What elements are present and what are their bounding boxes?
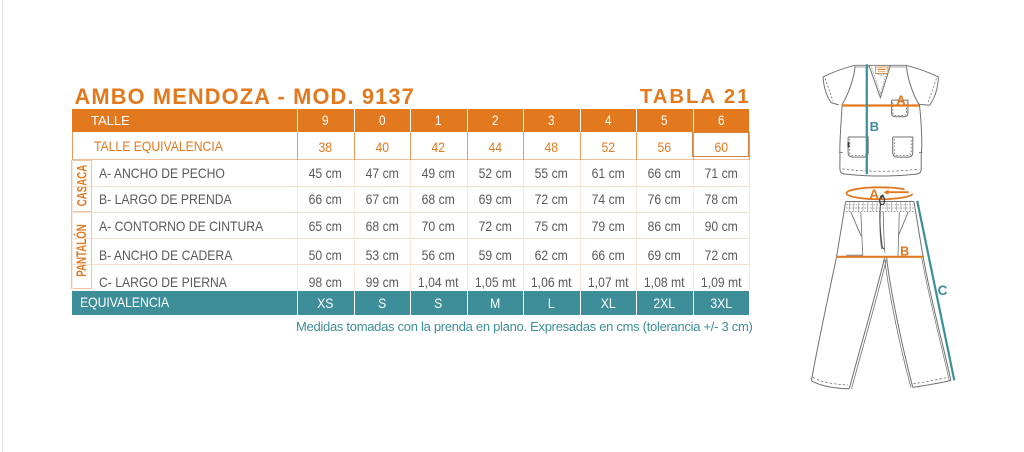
svg-text:B: B — [870, 119, 879, 134]
svg-text:A: A — [869, 187, 879, 202]
svg-text:A: A — [896, 92, 906, 107]
svg-text:B: B — [900, 244, 909, 258]
svg-text:C: C — [938, 283, 948, 298]
